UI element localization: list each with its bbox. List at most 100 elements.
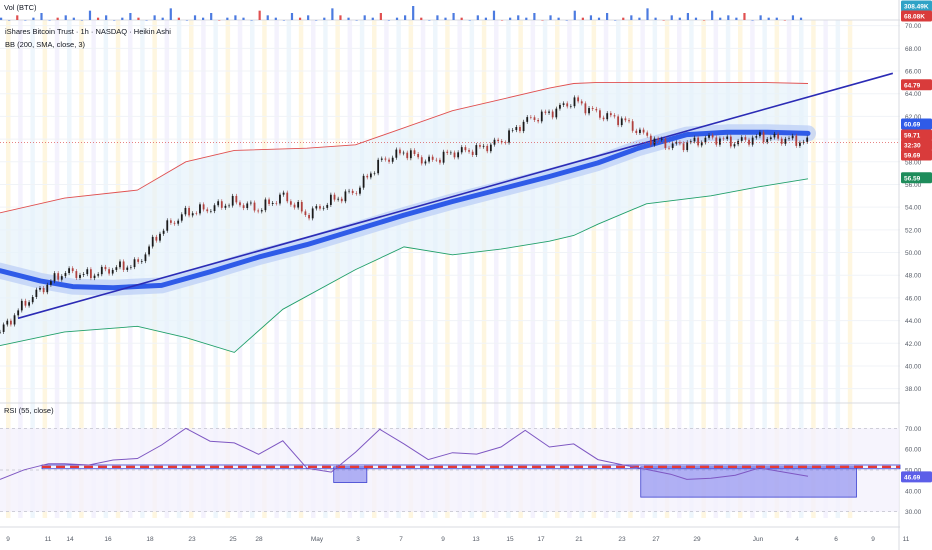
- rsi-badge: 46.69: [904, 474, 921, 481]
- candle-body: [93, 275, 96, 279]
- bb-upper-badge-bg: [901, 79, 932, 91]
- volume-badge-primary: 308.49K: [904, 4, 929, 11]
- candle-body: [679, 142, 681, 144]
- bb-lower-line: [0, 178, 809, 353]
- date-stripe: [762, 20, 767, 518]
- candle-body: [449, 152, 452, 154]
- candle-body: [442, 151, 445, 163]
- candle-body: [602, 117, 605, 120]
- candle-body: [591, 108, 594, 109]
- candle-body: [431, 156, 434, 160]
- candle-body: [802, 141, 805, 143]
- x-tick-label: 7: [399, 536, 403, 543]
- candle-body: [468, 150, 470, 152]
- candle-body: [435, 159, 438, 161]
- candle-body: [351, 190, 354, 194]
- volume-bar: [32, 17, 35, 20]
- candle-body: [391, 157, 394, 162]
- candle-body: [319, 206, 321, 209]
- price-tick-label: 58.00: [905, 159, 922, 166]
- rsi-tick-label: 30.00: [905, 509, 922, 516]
- volume-bar: [500, 20, 504, 21]
- candle-body: [140, 261, 143, 262]
- date-stripe: [384, 20, 389, 518]
- bb-lower-badge: 56.59: [904, 175, 921, 182]
- candle-body: [260, 210, 263, 212]
- rsi-pane: [0, 427, 901, 513]
- candle-body: [453, 152, 456, 158]
- candle-body: [504, 142, 507, 143]
- date-stripe: [786, 20, 792, 518]
- price-tick-label: 48.00: [905, 273, 922, 280]
- bb-upper-line: [0, 81, 809, 214]
- date-stripe: [433, 20, 438, 518]
- date-stripe: [652, 20, 658, 518]
- price-pane: [0, 72, 900, 353]
- candle-body: [86, 269, 89, 275]
- volume-bar: [56, 17, 59, 20]
- volume-bar: [121, 17, 124, 20]
- volume-bar: [105, 15, 108, 20]
- candle-body: [35, 289, 38, 298]
- volume-bar: [24, 20, 27, 21]
- candle-body: [657, 138, 660, 140]
- candle-body: [784, 138, 787, 144]
- bb-indicator-label: BB (200, SMA, close, 3): [5, 40, 86, 49]
- chart-title: iShares Bitcoin Trust · 1h · NASDAQ · He…: [5, 27, 171, 36]
- candle-body: [540, 111, 543, 122]
- volume-bar: [218, 20, 221, 21]
- volume-bar: [460, 17, 463, 20]
- volume-bar: [72, 17, 75, 20]
- volume-bar: [492, 10, 496, 20]
- price-tick-label: 46.00: [905, 295, 922, 302]
- volume-bar: [347, 17, 350, 20]
- candle-body: [31, 297, 34, 303]
- price-tick-label: 66.00: [905, 69, 922, 76]
- candle-body: [20, 300, 23, 311]
- price-tick-label: 62.00: [905, 114, 922, 121]
- volume-bar: [638, 17, 641, 20]
- volume-bar: [355, 20, 358, 21]
- candle-body: [348, 190, 350, 192]
- candle-body: [333, 194, 336, 200]
- candle-body: [682, 143, 685, 151]
- candle-body: [279, 194, 281, 204]
- candle-body: [526, 117, 529, 122]
- price-tick-label: 56.00: [905, 182, 922, 189]
- candle-body: [664, 138, 667, 148]
- candle-body: [13, 315, 16, 325]
- candle-body: [624, 118, 627, 121]
- candle-body: [697, 137, 700, 146]
- candle-body: [649, 135, 652, 145]
- candle-body: [199, 204, 201, 214]
- price-badge-secondary-bg: [901, 149, 932, 161]
- candle-body: [639, 129, 641, 134]
- candle-body: [584, 103, 587, 114]
- candle-body: [17, 310, 20, 316]
- candle-body: [464, 147, 467, 151]
- candle-body: [726, 136, 729, 139]
- volume-bar: [250, 20, 253, 21]
- x-tick-label: 9: [6, 536, 10, 543]
- volume-bar: [606, 13, 609, 20]
- candle-body: [399, 149, 401, 154]
- date-stripe: [579, 20, 584, 518]
- candle-body: [533, 117, 536, 121]
- candle-body: [529, 117, 532, 118]
- rsi-tick-label: 40.00: [905, 488, 922, 495]
- candle-body: [6, 320, 9, 325]
- price-tick-label: 68.00: [905, 46, 922, 53]
- date-stripe: [506, 20, 511, 518]
- rsi-tick-label: 70.00: [905, 426, 922, 433]
- volume-bar: [702, 20, 706, 21]
- date-stripe: [603, 20, 609, 518]
- candle-body: [566, 103, 569, 107]
- candle-body: [708, 135, 710, 138]
- volume-bar: [323, 17, 326, 20]
- candle-body: [213, 205, 216, 212]
- candle-body: [689, 141, 692, 143]
- date-stripe: [616, 20, 621, 518]
- volume-bar: [476, 15, 479, 20]
- date-stripe: [494, 20, 499, 518]
